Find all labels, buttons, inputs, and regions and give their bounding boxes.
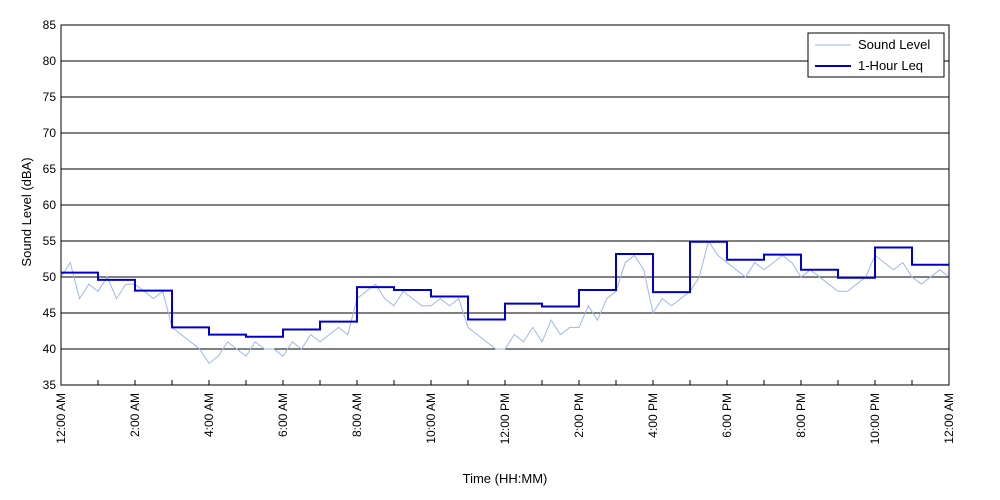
series-line-1 bbox=[61, 240, 949, 338]
y-tick-label-60: 60 bbox=[43, 198, 57, 212]
y-tick-label-80: 80 bbox=[43, 54, 57, 68]
x-tick-label-0: 12:00 AM bbox=[54, 393, 68, 444]
x-tick-label-6: 12:00 PM bbox=[498, 393, 512, 444]
series-group bbox=[60, 239, 950, 365]
y-tick-label-45: 45 bbox=[43, 306, 57, 320]
y-tick-label-65: 65 bbox=[43, 162, 57, 176]
x-tick-label-3: 6:00 AM bbox=[276, 393, 290, 437]
legend-label-1-hour-leq: 1-Hour Leq bbox=[858, 58, 923, 73]
x-axis-ticks: 12:00 AM 2:00 AM 4:00 AM 6:00 AM 8:00 AM 10:0… bbox=[54, 380, 956, 444]
x-tick-label-12: 12:00 AM bbox=[942, 393, 956, 444]
y-axis-ticks: 35 40 45 50 55 60 65 70 75 80 85 bbox=[43, 18, 57, 392]
x-tick-label-11: 10:00 PM bbox=[868, 393, 882, 444]
series-line-0 bbox=[60, 239, 950, 365]
y-tick-label-75: 75 bbox=[43, 90, 57, 104]
y-tick-label-85: 85 bbox=[43, 18, 57, 32]
x-tick-label-2: 4:00 AM bbox=[202, 393, 216, 437]
y-tick-label-55: 55 bbox=[43, 234, 57, 248]
x-tick-label-7: 2:00 PM bbox=[572, 393, 586, 438]
x-tick-label-1: 2:00 AM bbox=[128, 393, 142, 437]
legend-box bbox=[807, 32, 945, 78]
x-tick-label-5: 10:00 AM bbox=[424, 393, 438, 444]
y-axis-title: Sound Level (dBA) bbox=[19, 157, 34, 266]
x-tick-label-4: 8:00 AM bbox=[350, 393, 364, 437]
y-tick-label-40: 40 bbox=[43, 342, 57, 356]
x-tick-label-8: 4:00 PM bbox=[646, 393, 660, 438]
y-tick-label-35: 35 bbox=[43, 378, 57, 392]
legend-label-sound-level: Sound Level bbox=[858, 37, 930, 52]
legend: Sound Level 1-Hour Leq bbox=[807, 32, 945, 78]
x-tick-label-10: 8:00 PM bbox=[794, 393, 808, 438]
x-tick-label-9: 6:00 PM bbox=[720, 393, 734, 438]
y-tick-label-50: 50 bbox=[43, 270, 57, 284]
x-axis-title: Time (HH:MM) bbox=[463, 471, 548, 486]
y-tick-label-70: 70 bbox=[43, 126, 57, 140]
